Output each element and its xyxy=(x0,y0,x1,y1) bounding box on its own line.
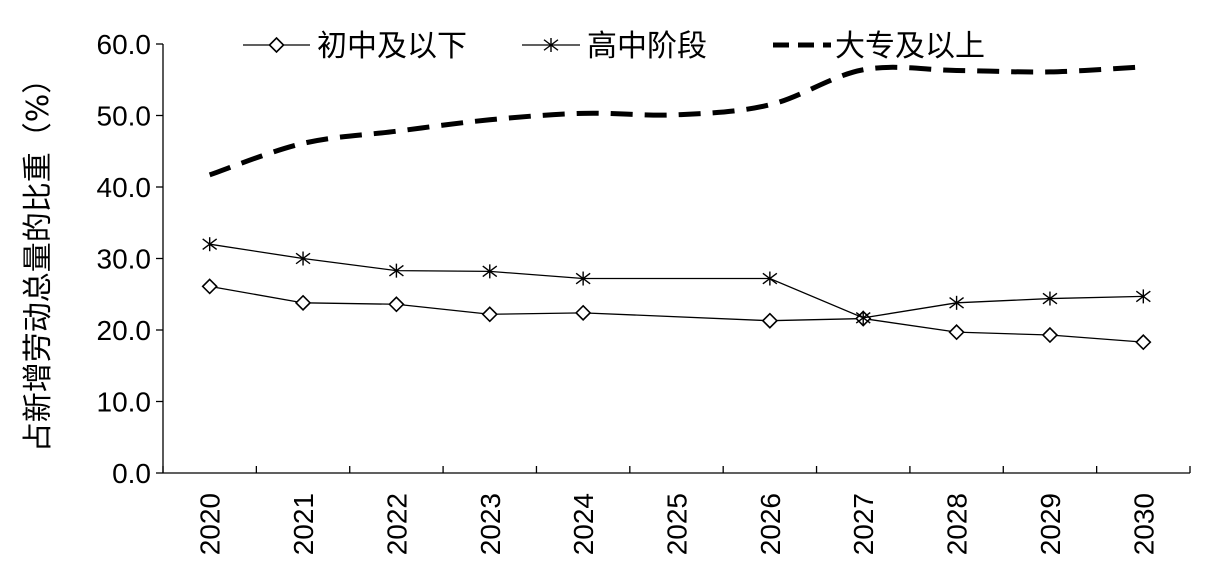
data-point xyxy=(388,296,405,313)
data-point xyxy=(575,304,592,321)
legend-marker xyxy=(543,38,559,52)
data-point xyxy=(948,324,965,341)
series-line xyxy=(209,243,1144,319)
y-tick-label: 60.0 xyxy=(97,29,152,60)
legend: 初中及以下 高中阶段 大专及以上 xyxy=(243,29,985,64)
data-point xyxy=(481,306,498,323)
y-tick-label: 0.0 xyxy=(112,458,151,489)
y-tick-label: 50.0 xyxy=(97,101,152,132)
legend-label: 初中及以下 xyxy=(317,29,467,64)
y-tick-label: 10.0 xyxy=(97,387,152,418)
x-tick-label: 2030 xyxy=(1128,493,1159,555)
data-point xyxy=(295,251,311,266)
data-point xyxy=(1041,326,1059,344)
x-tick-label: 2021 xyxy=(288,493,319,555)
y-axis-label: 占新增劳动总量的比重（%） xyxy=(21,64,56,453)
legend-marker xyxy=(268,36,285,54)
data-point xyxy=(388,263,404,278)
y-tick-label: 30.0 xyxy=(97,244,152,275)
data-point xyxy=(202,237,218,252)
legend-label: 高中阶段 xyxy=(587,29,707,64)
data-point xyxy=(761,312,778,329)
data-point xyxy=(762,271,778,286)
y-tick-label: 20.0 xyxy=(97,315,152,346)
series-0 xyxy=(201,278,1152,351)
data-point xyxy=(201,278,218,295)
x-tick-label: 2020 xyxy=(195,493,226,555)
data-point xyxy=(1135,289,1151,304)
series-2 xyxy=(208,64,1144,178)
data-point xyxy=(949,295,965,310)
x-axis: 2020 2021 2022 2023 2024 2025 2026 2027 2028 2029… xyxy=(162,466,1191,555)
legend-item-2: 大专及以上 xyxy=(773,29,985,64)
data-point xyxy=(855,310,871,325)
legend-label: 大专及以上 xyxy=(835,29,985,64)
series-line xyxy=(208,64,1144,178)
data-point xyxy=(294,294,312,311)
series-line xyxy=(209,285,1144,343)
legend-item-1: 高中阶段 xyxy=(522,29,707,64)
x-tick-label: 2029 xyxy=(1035,493,1066,555)
data-point xyxy=(575,271,591,286)
x-tick-label: 2022 xyxy=(381,493,412,555)
x-tick-label: 2028 xyxy=(942,493,973,555)
x-tick-label: 2026 xyxy=(755,493,786,555)
series-layer xyxy=(201,64,1152,351)
data-point xyxy=(1042,291,1058,306)
data-point xyxy=(1135,334,1152,351)
y-axis: 0.0 10.0 20.0 30.0 40.0 50.0 60.0 xyxy=(97,29,164,489)
x-tick-label: 2025 xyxy=(662,493,693,555)
x-tick-label: 2024 xyxy=(568,493,599,555)
x-tick-label: 2023 xyxy=(475,493,506,555)
data-point xyxy=(482,264,498,279)
series-1 xyxy=(202,237,1151,325)
y-tick-label: 40.0 xyxy=(97,172,152,203)
x-tick-label: 2027 xyxy=(848,493,879,555)
legend-item-0: 初中及以下 xyxy=(243,29,467,64)
